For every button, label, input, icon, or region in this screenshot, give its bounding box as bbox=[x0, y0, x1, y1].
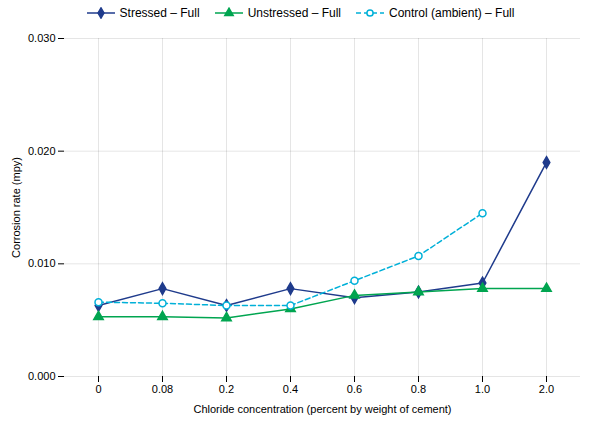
svg-text:0.020: 0.020 bbox=[28, 145, 56, 157]
svg-text:Corrosion rate (mpy): Corrosion rate (mpy) bbox=[10, 157, 22, 258]
svg-text:0.6: 0.6 bbox=[347, 383, 362, 395]
svg-text:0.8: 0.8 bbox=[411, 383, 426, 395]
svg-text:Chloride concentration (percen: Chloride concentration (percent by weigh… bbox=[193, 403, 451, 415]
html-text:Control (ambient) – Full: Control (ambient) – Full bbox=[389, 6, 515, 20]
svg-text:0.030: 0.030 bbox=[28, 32, 56, 44]
svg-text:0.2: 0.2 bbox=[219, 383, 234, 395]
svg-text:0.000: 0.000 bbox=[28, 370, 56, 382]
html-text:Stressed – Full: Stressed – Full bbox=[119, 6, 200, 20]
svg-text:0.08: 0.08 bbox=[152, 383, 173, 395]
svg-text:1.0: 1.0 bbox=[475, 383, 490, 395]
html-text:Unstressed – Full: Unstressed – Full bbox=[247, 6, 341, 20]
svg-text:0: 0 bbox=[95, 383, 101, 395]
svg-text:2.0: 2.0 bbox=[539, 383, 554, 395]
svg-text:0.010: 0.010 bbox=[28, 257, 56, 269]
svg-text:0.4: 0.4 bbox=[283, 383, 298, 395]
